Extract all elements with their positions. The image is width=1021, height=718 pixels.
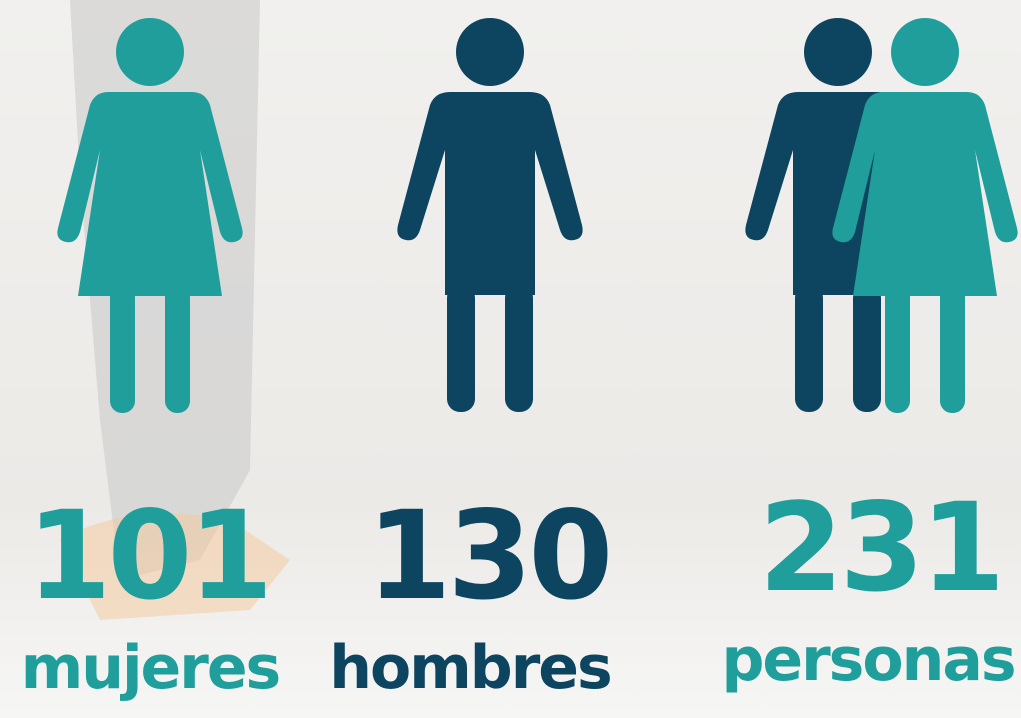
page: 101 130 231 mujeres hombres personas (()… (0, 0, 1021, 718)
people-count: 231 (759, 477, 1002, 619)
women-label: mujeres (21, 633, 280, 703)
infographic: 101 130 231 mujeres hombres personas (0, 0, 1021, 718)
men-label: hombres (329, 633, 610, 703)
women-count: 101 (27, 485, 270, 627)
people-label: personas (721, 625, 1014, 695)
men-count: 130 (367, 485, 610, 627)
